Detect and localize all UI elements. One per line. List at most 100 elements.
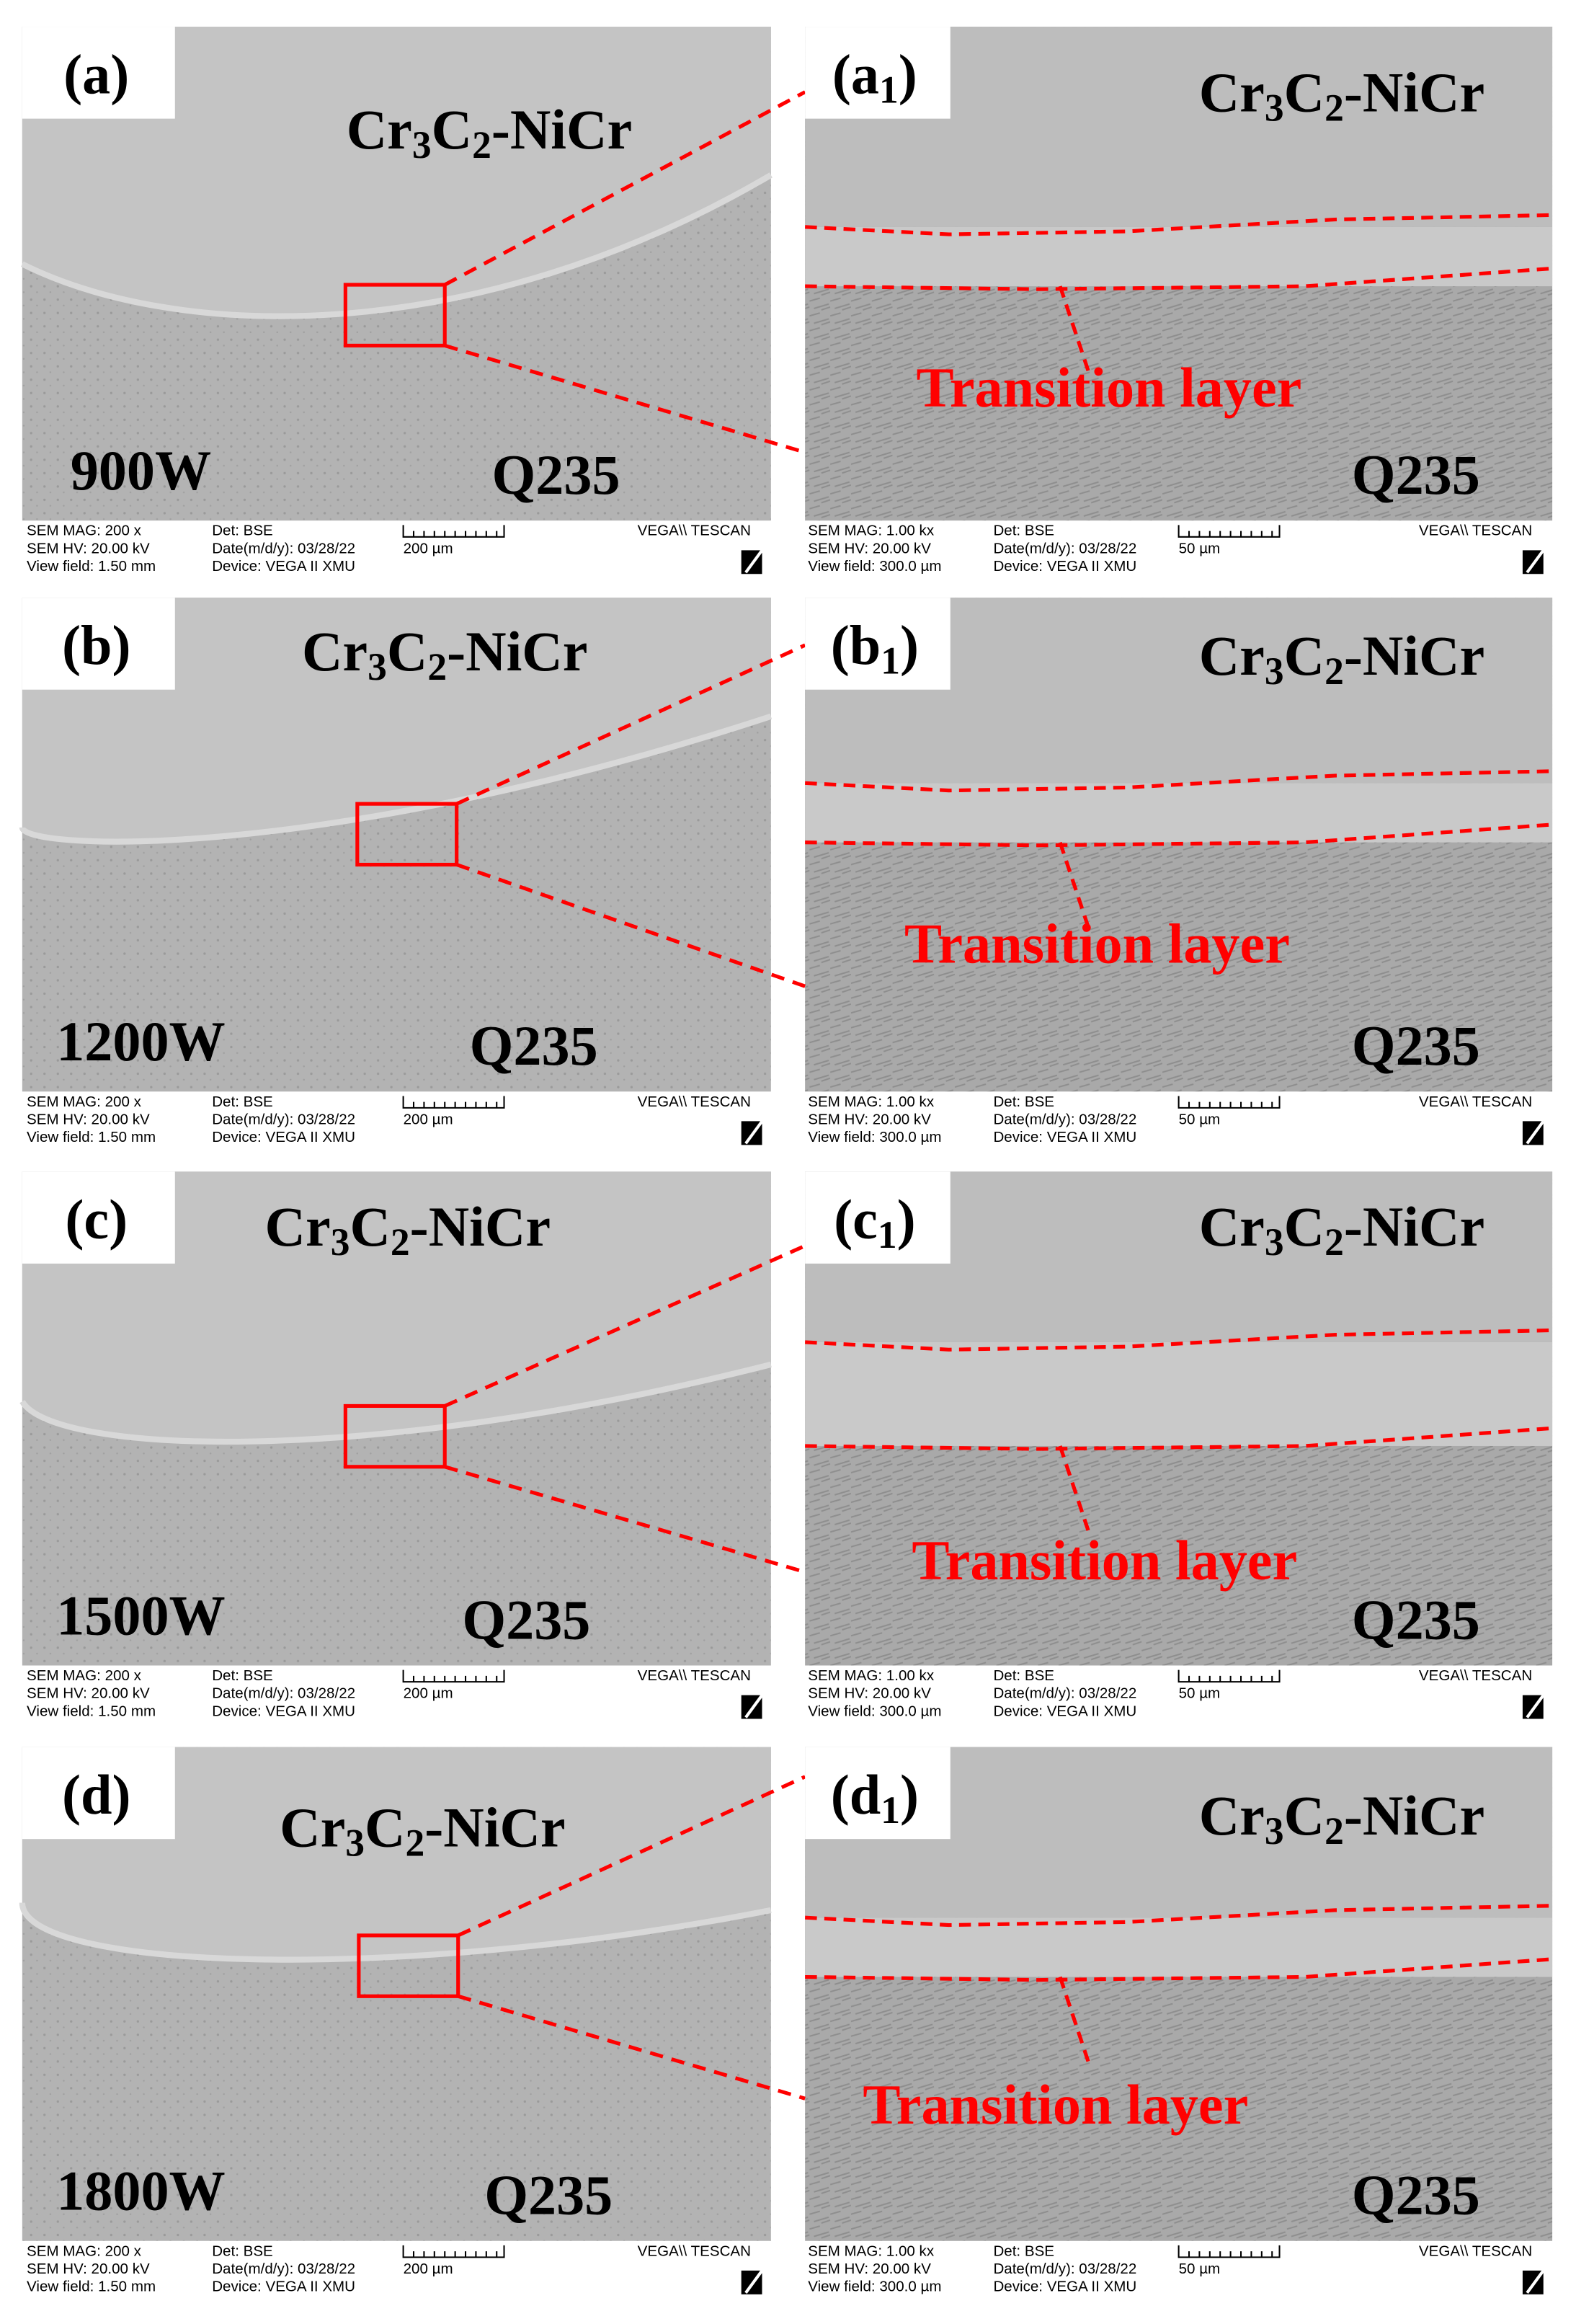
text-part: 2 [1325,1220,1344,1264]
coating-label: Cr3C2-NiCr [1199,61,1484,129]
text-part: C [1284,624,1325,687]
sem-info: 200 µm [404,1112,453,1128]
boundary [1058,841,1092,932]
sem-info: Date(m/d/y): 03/28/22 [212,1112,355,1128]
sem-info: Device: VEGA II XMU [993,1129,1136,1145]
zoom-line [444,1465,806,1574]
sem-info: Det: BSE [993,2243,1054,2259]
sem-info: VEGA\\ TESCAN [1419,1667,1532,1684]
text-part: Cr [302,620,368,683]
power-label: 1200W [56,1010,226,1073]
coating-label: Cr3C2-NiCr [1199,1784,1484,1853]
text-part: (d [831,1763,881,1826]
label-box [22,1171,175,1264]
text-part: 3 [412,123,432,167]
text-part: Cr [1199,624,1265,687]
boundary [805,769,1553,793]
sem-info: Det: BSE [993,1667,1054,1684]
text-part: 2 [405,1822,424,1865]
substrate-label: Q235 [1352,1588,1480,1651]
sem-info: Det: BSE [212,1094,273,1110]
scale-bar [402,1669,505,1683]
sem-info: SEM MAG: 200 x [27,2243,142,2259]
sem-info: Device: VEGA II XMU [212,2279,355,2295]
coating-label: Cr3C2-NiCr [347,98,632,167]
panel-label: (c1) [834,1188,916,1256]
logo [1526,2269,1545,2294]
zoom-line [458,1994,806,2101]
substrate-label: Q235 [484,2164,613,2227]
panel-label: (c) [65,1188,128,1251]
sem-info: SEM HV: 20.00 kV [808,1112,931,1128]
scale-bar [1177,2245,1281,2258]
text-part: C [365,1796,405,1858]
text-part: (a [832,43,879,106]
sem-info: Device: VEGA II XMU [993,2279,1136,2295]
interface [19,713,773,845]
text-part: 2 [391,1220,410,1264]
sem-info: View field: 300.0 µm [808,2279,941,2295]
power-label: 1800W [56,2160,226,2222]
label-box [805,598,951,690]
scale-bar [402,1096,505,1109]
power-label: 900W [71,439,211,502]
text-part: C [1284,1784,1325,1847]
transition-label: Transition layer [916,356,1301,419]
panel-label: (b) [62,614,131,677]
text-part: 3 [1265,87,1284,130]
zoom-box [355,802,459,867]
sem-info: SEM HV: 20.00 kV [27,1685,150,1702]
text-part: Cr [280,1796,345,1858]
sem-info: SEM MAG: 1.00 kx [808,523,935,539]
sem-info: SEM HV: 20.00 kV [27,1112,150,1128]
label-box [22,27,175,119]
label-box [805,27,951,119]
zoom-line [444,90,806,287]
scale-bar [402,2245,505,2258]
scale-bar [1177,525,1281,538]
substrate-label: Q235 [462,1588,590,1651]
sem-info: SEM HV: 20.00 kV [27,540,150,556]
boundary [805,213,1553,236]
boundary [1058,1976,1092,2067]
text-part: -NiCr [1344,61,1484,123]
sem-info: SEM HV: 20.00 kV [808,540,931,556]
coating-label: Cr3C2-NiCr [265,1195,551,1264]
sem-info: Date(m/d/y): 03/28/22 [212,1685,355,1702]
transition-band [805,1917,1553,1977]
logo [1526,549,1545,574]
text-part: Cr [1199,61,1265,123]
text-part: ) [899,43,917,106]
sem-info: Det: BSE [212,2243,273,2259]
sem-info: SEM MAG: 200 x [27,1094,142,1110]
logo [744,2269,764,2294]
text-part: 1 [878,1213,897,1256]
sem-info: View field: 1.50 mm [27,2279,156,2295]
coating-label: Cr3C2-NiCr [1199,1195,1484,1264]
logo [744,1694,764,1718]
label-box [22,1747,175,1840]
text-part: 2 [1325,87,1344,130]
text-part: 1 [881,639,900,683]
panel-label: (a1) [832,43,917,112]
label-box [805,1747,951,1840]
text-part: -NiCr [1344,1784,1484,1847]
transition-label: Transition layer [863,2073,1248,2136]
sem-info: View field: 1.50 mm [27,1129,156,1145]
text-part: 3 [1265,649,1284,693]
text-part: C [1284,61,1325,123]
substrate-label: Q235 [1352,1014,1480,1077]
text-part: 3 [1265,1220,1284,1264]
text-part: C [350,1195,390,1258]
transition-label: Transition layer [912,1529,1297,1592]
sem-info: SEM MAG: 1.00 kx [808,2243,935,2259]
text-part: ) [900,614,919,677]
sem-info: 200 µm [404,540,453,556]
text-part: C [387,620,427,683]
sem-info: 50 µm [1179,2261,1221,2277]
sem-info: Device: VEGA II XMU [993,558,1136,575]
sem-info: View field: 1.50 mm [27,558,156,575]
boundary [805,1957,1553,1982]
